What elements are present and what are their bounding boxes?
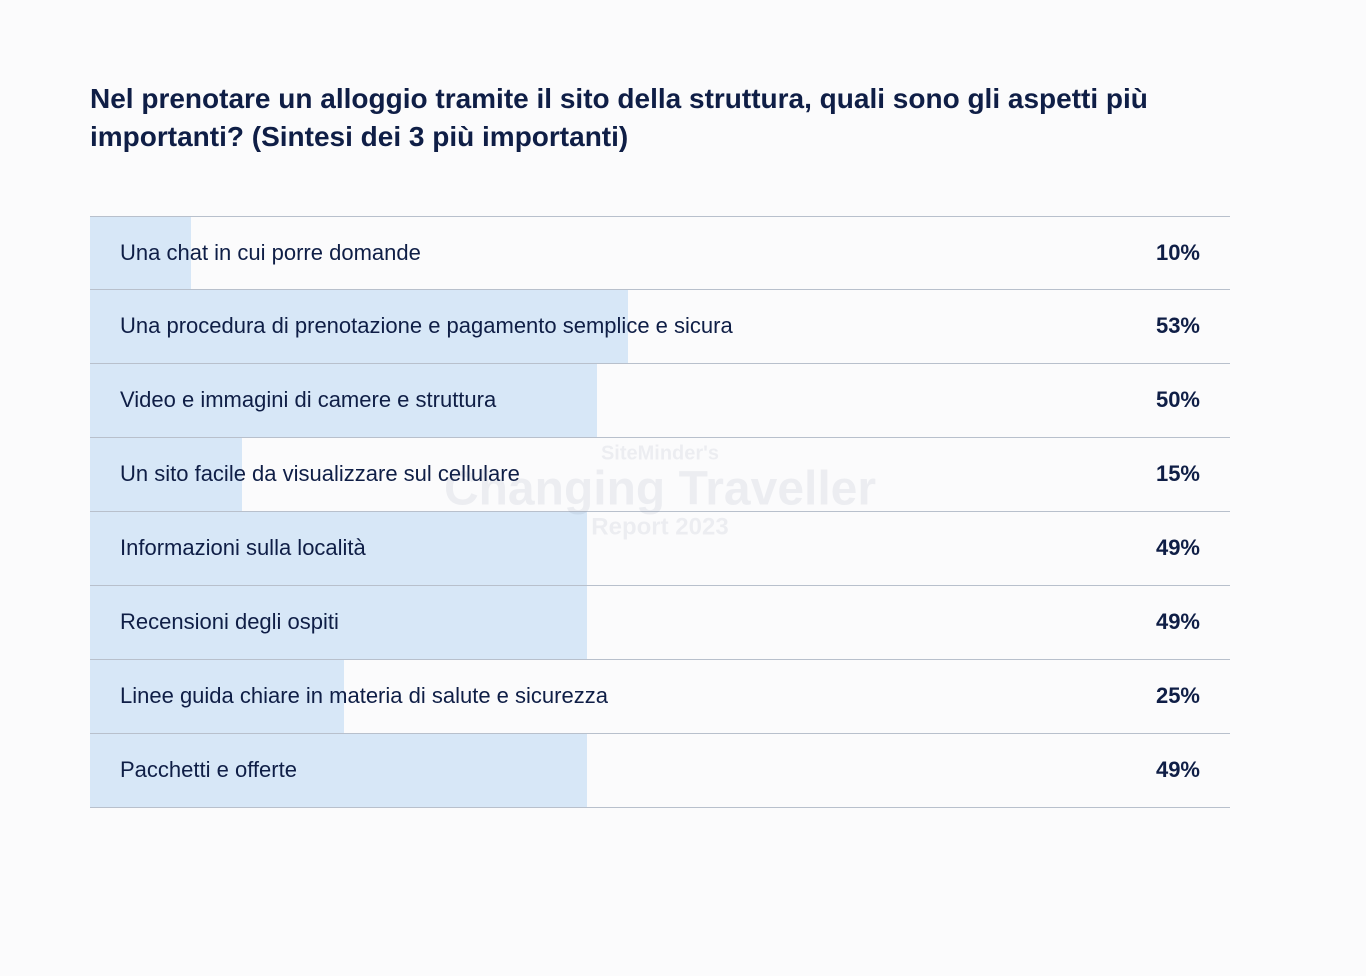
- bar-value: 53%: [1156, 313, 1200, 339]
- bar-label: Video e immagini di camere e struttura: [90, 387, 496, 413]
- bar-label: Una procedura di prenotazione e pagament…: [90, 313, 733, 339]
- bar-row: Informazioni sulla località 49%: [90, 512, 1230, 586]
- bar-value: 10%: [1156, 240, 1200, 266]
- bar-label: Recensioni degli ospiti: [90, 609, 339, 635]
- bar-value: 15%: [1156, 461, 1200, 487]
- chart-title: Nel prenotare un alloggio tramite il sit…: [90, 80, 1190, 156]
- bar-row: Una chat in cui porre domande 10%: [90, 216, 1230, 290]
- bar-value: 49%: [1156, 609, 1200, 635]
- bar-row: Una procedura di prenotazione e pagament…: [90, 290, 1230, 364]
- bar-value: 49%: [1156, 757, 1200, 783]
- bar-label: Pacchetti e offerte: [90, 757, 297, 783]
- bar-chart-container: Nel prenotare un alloggio tramite il sit…: [40, 40, 1280, 868]
- bar-value: 25%: [1156, 683, 1200, 709]
- bar-label: Un sito facile da visualizzare sul cellu…: [90, 461, 520, 487]
- bar-row: Recensioni degli ospiti 49%: [90, 586, 1230, 660]
- bar-label: Informazioni sulla località: [90, 535, 366, 561]
- bar-value: 50%: [1156, 387, 1200, 413]
- bar-row: Pacchetti e offerte 49%: [90, 734, 1230, 808]
- bars-wrapper: Una chat in cui porre domande 10% Una pr…: [90, 216, 1230, 808]
- bar-label: Linee guida chiare in materia di salute …: [90, 683, 608, 709]
- bar-row: Video e immagini di camere e struttura 5…: [90, 364, 1230, 438]
- bar-row: Un sito facile da visualizzare sul cellu…: [90, 438, 1230, 512]
- bar-row: Linee guida chiare in materia di salute …: [90, 660, 1230, 734]
- bar-value: 49%: [1156, 535, 1200, 561]
- bar-label: Una chat in cui porre domande: [90, 240, 421, 266]
